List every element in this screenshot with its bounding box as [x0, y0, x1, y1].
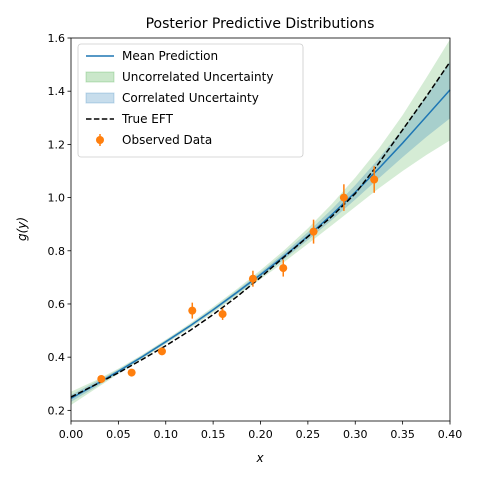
x-tick-label: 0.40	[438, 428, 463, 441]
legend: Mean Prediction Uncorrelated Uncertainty C…	[77, 43, 304, 158]
observed-data-marker	[339, 193, 348, 202]
observed-data-point	[127, 368, 136, 377]
legend-box	[77, 43, 304, 158]
observed-data-point	[248, 270, 257, 287]
y-tick-label: 0.6	[48, 298, 66, 311]
observed-data-point	[339, 184, 348, 211]
observed-data-point	[370, 166, 379, 193]
observed-data-marker	[309, 227, 318, 236]
y-tick-label: 1.6	[48, 32, 66, 45]
x-tick-label: 0.25	[296, 428, 321, 441]
observed-data-point	[157, 347, 166, 356]
true-eft-line	[70, 61, 451, 398]
y-tick-label: 1.4	[48, 85, 66, 98]
legend-swatch-observed-data	[96, 136, 104, 144]
legend-swatch-uncorrelated-uncertainty	[85, 71, 115, 83]
observed-data-marker	[279, 264, 288, 273]
observed-data-point	[279, 259, 288, 277]
legend-label: Mean Prediction	[122, 49, 218, 63]
observed-data-point	[188, 302, 197, 319]
observed-points	[97, 166, 379, 383]
observed-data-marker	[127, 368, 136, 377]
legend-label: Observed Data	[122, 133, 212, 147]
observed-data-marker	[97, 374, 106, 383]
x-tick-label: 0.00	[59, 428, 84, 441]
y-tick-label: 1.2	[48, 138, 66, 151]
legend-swatch-correlated-uncertainty	[85, 92, 115, 104]
x-tick-label: 0.15	[201, 428, 226, 441]
x-tick-label: 0.05	[106, 428, 131, 441]
observed-data-marker	[188, 306, 197, 315]
observed-data-marker	[218, 310, 227, 319]
observed-data-marker	[248, 274, 257, 283]
observed-data-point	[97, 374, 106, 383]
observed-data-marker	[370, 175, 379, 184]
x-axis-label: x	[255, 451, 264, 465]
legend-label: Correlated Uncertainty	[122, 91, 259, 105]
legend-label: True EFT	[121, 112, 174, 126]
mean-prediction-line	[70, 89, 451, 400]
observed-data-point	[218, 308, 227, 320]
x-axis-ticks: 0.00 0.05 0.10 0.15 0.20 0.25 0.30 0.35 0.40	[59, 421, 463, 441]
y-tick-label: 0.2	[48, 404, 66, 417]
series-lines	[70, 61, 451, 400]
y-tick-label: 1.0	[48, 192, 66, 205]
y-axis-ticks: 0.2 0.4 0.6 0.8 1.0 1.2 1.4 1.6	[48, 32, 71, 417]
y-axis-label: g(y)	[15, 217, 29, 241]
x-tick-label: 0.10	[154, 428, 179, 441]
legend-label: Uncorrelated Uncertainty	[122, 70, 273, 84]
x-tick-label: 0.30	[343, 428, 368, 441]
x-tick-label: 0.35	[390, 428, 415, 441]
y-tick-label: 0.4	[48, 351, 66, 364]
x-tick-label: 0.20	[248, 428, 273, 441]
observed-data-point	[309, 219, 318, 244]
observed-data-marker	[157, 347, 166, 356]
y-tick-label: 0.8	[48, 245, 66, 258]
chart-title: Posterior Predictive Distributions	[146, 16, 375, 32]
